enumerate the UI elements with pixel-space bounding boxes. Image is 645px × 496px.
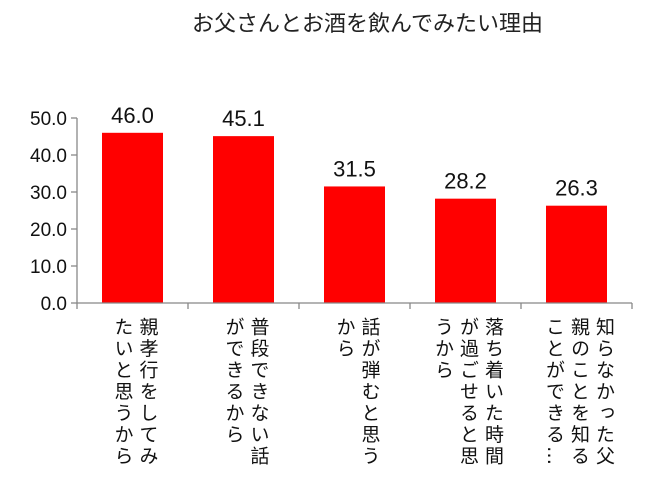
data-label: 26.3 bbox=[555, 176, 598, 201]
category-label: 普段できない話ができるから bbox=[222, 317, 270, 468]
category-label: 知らなかった父親のことを知ることができる… bbox=[543, 317, 615, 468]
bar bbox=[102, 132, 163, 303]
y-tick-label: 20.0 bbox=[30, 220, 67, 241]
bar bbox=[435, 198, 496, 303]
y-tick-label: 10.0 bbox=[30, 257, 67, 278]
y-tick-label: 30.0 bbox=[30, 183, 67, 204]
category-label: 落ち着いた時間が過ごせると思うから bbox=[432, 317, 504, 468]
data-label: 45.1 bbox=[222, 106, 265, 131]
bar bbox=[546, 205, 607, 303]
chart-title: お父さんとお酒を飲んでみたい理由 bbox=[192, 12, 543, 37]
bar bbox=[324, 186, 385, 303]
y-tick-label: 50.0 bbox=[30, 109, 67, 130]
bar bbox=[213, 136, 274, 303]
data-label: 46.0 bbox=[111, 103, 154, 128]
category-label: 話が弾むと思うから bbox=[333, 317, 381, 468]
data-label: 28.2 bbox=[444, 169, 487, 194]
data-label: 31.5 bbox=[333, 156, 376, 181]
category-label: 親孝行をしてみたいと思うから bbox=[111, 317, 159, 468]
y-tick-label: 0.0 bbox=[41, 294, 67, 315]
y-tick-label: 40.0 bbox=[30, 146, 67, 167]
